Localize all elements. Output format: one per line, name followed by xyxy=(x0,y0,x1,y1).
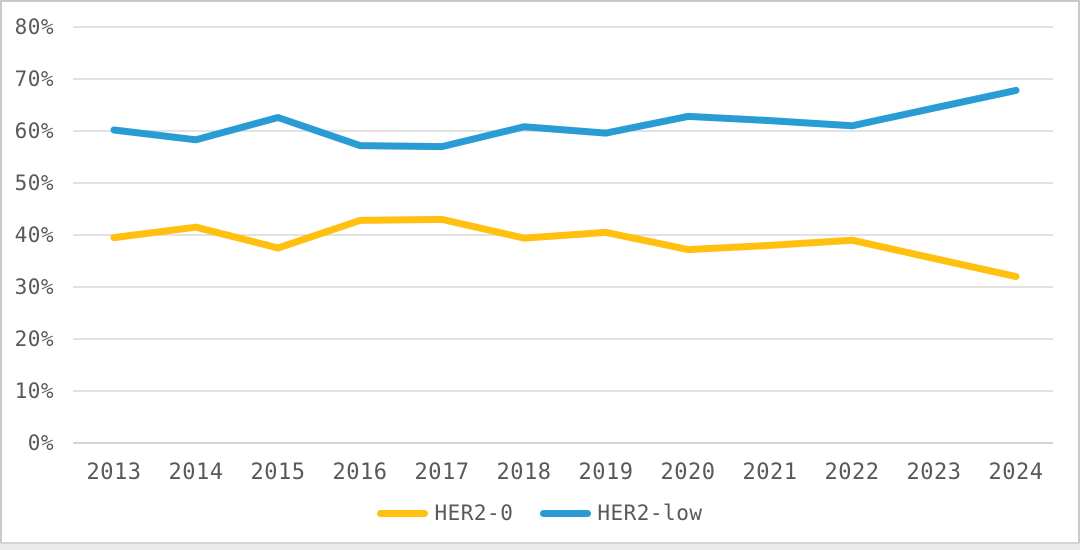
y-axis-tick-label: 50% xyxy=(14,171,54,195)
x-axis-tick-label: 2022 xyxy=(824,460,880,485)
y-axis-tick-label: 0% xyxy=(27,431,54,455)
y-axis-tick-label: 20% xyxy=(14,327,54,351)
legend: HER2-0 HER2-low xyxy=(0,499,1080,527)
legend-label-her2-0: HER2-0 xyxy=(434,501,514,525)
legend-label-her2-low: HER2-low xyxy=(597,501,703,525)
x-axis-tick-label: 2016 xyxy=(332,460,388,485)
legend-item-her2-0[interactable]: HER2-0 xyxy=(377,499,513,527)
y-axis-tick-label: 70% xyxy=(14,67,54,91)
her2-low-line-swatch xyxy=(540,509,592,517)
x-axis-tick-label: 2024 xyxy=(988,460,1044,485)
y-axis-tick-label: 10% xyxy=(14,379,54,403)
x-axis-tick-label: 2021 xyxy=(742,460,798,485)
her2-0-line-swatch xyxy=(377,509,429,517)
x-axis-tick-label: 2020 xyxy=(660,460,716,485)
y-axis-tick-label: 40% xyxy=(14,223,54,247)
x-axis-tick-label: 2013 xyxy=(86,460,142,485)
legend-item-her2-low[interactable]: HER2-low xyxy=(540,499,702,527)
y-axis-tick-label: 60% xyxy=(14,119,54,143)
y-axis-tick-label: 30% xyxy=(14,275,54,299)
her2-0-line[interactable] xyxy=(110,215,1020,281)
x-axis-tick-label: 2018 xyxy=(496,460,552,485)
x-axis-tick-label: 2014 xyxy=(168,460,224,485)
y-axis-tick-label: 80% xyxy=(14,15,54,39)
x-axis-tick-label: 2015 xyxy=(250,460,306,485)
bottom-strip xyxy=(0,542,1080,550)
x-axis-tick-label: 2023 xyxy=(906,460,962,485)
x-axis-tick-label: 2017 xyxy=(414,460,470,485)
her2-low-line[interactable] xyxy=(110,86,1020,151)
x-axis-tick-label: 2019 xyxy=(578,460,634,485)
